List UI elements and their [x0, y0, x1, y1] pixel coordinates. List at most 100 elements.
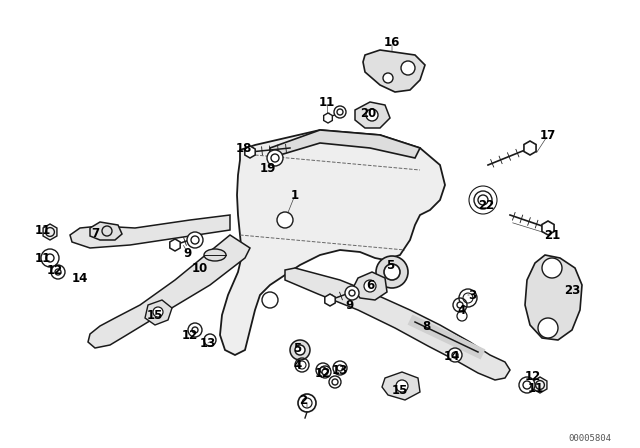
Circle shape	[453, 298, 467, 312]
Text: 11: 11	[528, 382, 544, 395]
Circle shape	[295, 345, 305, 355]
Text: 3: 3	[468, 289, 476, 302]
Text: 4: 4	[294, 358, 302, 371]
Text: 17: 17	[540, 129, 556, 142]
Circle shape	[51, 265, 65, 279]
Text: 20: 20	[360, 107, 376, 120]
Circle shape	[41, 249, 59, 267]
Text: 12: 12	[525, 370, 541, 383]
Text: 2: 2	[299, 393, 307, 406]
Circle shape	[364, 280, 376, 292]
Text: 15: 15	[392, 383, 408, 396]
Text: 7: 7	[91, 227, 99, 240]
Text: 5: 5	[386, 258, 394, 271]
Circle shape	[452, 352, 458, 358]
Polygon shape	[324, 113, 332, 123]
Circle shape	[384, 264, 400, 280]
Circle shape	[333, 361, 347, 375]
Circle shape	[337, 109, 343, 115]
Text: 23: 23	[564, 284, 580, 297]
Circle shape	[396, 380, 408, 392]
Circle shape	[448, 348, 462, 362]
Text: 18: 18	[236, 142, 252, 155]
Polygon shape	[325, 294, 335, 306]
Circle shape	[332, 379, 338, 385]
Circle shape	[290, 340, 310, 360]
Circle shape	[319, 366, 331, 378]
Text: 00005804: 00005804	[568, 434, 611, 443]
Circle shape	[192, 327, 198, 333]
Circle shape	[337, 365, 343, 371]
Text: 10: 10	[192, 262, 208, 275]
Text: 9: 9	[184, 246, 192, 259]
Polygon shape	[355, 102, 390, 128]
Circle shape	[519, 377, 535, 393]
Circle shape	[55, 269, 61, 275]
Circle shape	[366, 109, 378, 121]
Circle shape	[322, 369, 328, 375]
Polygon shape	[285, 268, 510, 380]
Text: 16: 16	[384, 35, 400, 48]
Text: 14: 14	[444, 349, 460, 362]
Polygon shape	[88, 235, 250, 348]
Text: 1: 1	[291, 189, 299, 202]
Polygon shape	[170, 239, 180, 251]
Circle shape	[277, 212, 293, 228]
Polygon shape	[382, 372, 420, 400]
Polygon shape	[270, 130, 420, 158]
Polygon shape	[542, 221, 554, 235]
Text: 4: 4	[458, 303, 466, 316]
Circle shape	[349, 290, 355, 296]
Circle shape	[262, 292, 278, 308]
Circle shape	[191, 236, 199, 244]
Circle shape	[46, 254, 54, 262]
Polygon shape	[524, 141, 536, 155]
Circle shape	[187, 232, 203, 248]
Text: 8: 8	[422, 319, 430, 332]
Text: 12: 12	[315, 366, 331, 379]
Circle shape	[376, 256, 408, 288]
Text: 19: 19	[260, 161, 276, 175]
Text: 9: 9	[346, 298, 354, 311]
Text: 21: 21	[544, 228, 560, 241]
Circle shape	[153, 307, 163, 317]
Text: 22: 22	[478, 198, 494, 211]
Text: 14: 14	[72, 271, 88, 284]
Circle shape	[542, 258, 562, 278]
Text: 13: 13	[200, 336, 216, 349]
Circle shape	[383, 73, 393, 83]
Text: 12: 12	[47, 263, 63, 276]
Text: 6: 6	[366, 279, 374, 292]
Text: 11: 11	[319, 95, 335, 108]
Circle shape	[345, 286, 359, 300]
Polygon shape	[145, 300, 172, 325]
Ellipse shape	[204, 249, 226, 261]
Circle shape	[188, 323, 202, 337]
Circle shape	[320, 367, 326, 373]
Polygon shape	[90, 222, 122, 240]
Text: 5: 5	[293, 341, 301, 354]
Polygon shape	[70, 215, 230, 248]
Circle shape	[401, 61, 415, 75]
Text: 12: 12	[182, 328, 198, 341]
Circle shape	[474, 191, 492, 209]
Polygon shape	[363, 50, 425, 92]
Text: 11: 11	[35, 251, 51, 264]
Polygon shape	[245, 146, 255, 158]
Polygon shape	[220, 130, 445, 355]
Polygon shape	[525, 255, 582, 340]
Circle shape	[329, 376, 341, 388]
Circle shape	[271, 154, 279, 162]
Text: 13: 13	[332, 363, 348, 376]
Polygon shape	[533, 377, 547, 393]
Polygon shape	[43, 224, 57, 240]
Circle shape	[267, 150, 283, 166]
Polygon shape	[353, 272, 387, 300]
Circle shape	[523, 381, 531, 389]
Text: 11: 11	[35, 224, 51, 237]
Circle shape	[538, 318, 558, 338]
Circle shape	[316, 363, 330, 377]
Text: 15: 15	[147, 309, 163, 322]
Circle shape	[478, 195, 488, 205]
Circle shape	[334, 106, 346, 118]
